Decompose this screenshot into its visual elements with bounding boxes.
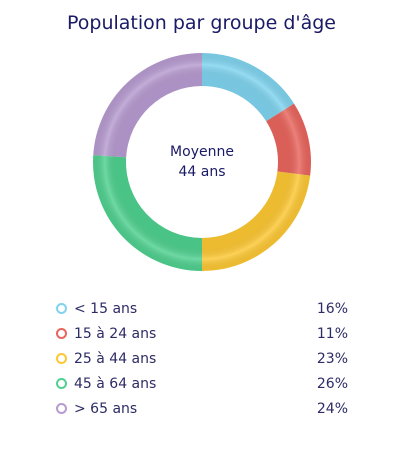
center-value: 44 ans [178,164,226,180]
legend-row-gt65[interactable]: > 65 ans 24% [56,396,348,421]
center-label: Moyenne [170,144,234,160]
legend-label-lt15: < 15 ans [74,300,138,317]
legend-label-gt65: > 65 ans [74,400,138,417]
legend-value-15-24: 11% [316,325,348,342]
legend-value-45-64: 26% [316,375,348,392]
ring-shading [93,53,311,271]
legend-value-25-44: 23% [316,350,348,367]
legend-value-gt65: 24% [316,400,348,417]
donut-chart [93,53,312,271]
legend-label-15-24: 15 à 24 ans [74,325,157,342]
legend-dot-25-44 [56,353,67,364]
donut-center: Moyenne 44 ans [131,142,273,182]
legend-dot-lt15 [56,303,67,314]
legend-row-45-64[interactable]: 45 à 64 ans 26% [56,371,348,396]
legend: < 15 ans 16% 15 à 24 ans 11% 25 à 44 ans… [56,296,348,421]
legend-value-lt15: 16% [316,300,348,317]
legend-row-15-24[interactable]: 15 à 24 ans 11% [56,321,348,346]
legend-label-25-44: 25 à 44 ans [74,350,157,367]
legend-label-45-64: 45 à 64 ans [74,375,157,392]
chart-title: Population par groupe d'âge [66,12,336,34]
legend-dot-gt65 [56,403,67,414]
legend-row-lt15[interactable]: < 15 ans 16% [56,296,348,321]
legend-dot-15-24 [56,328,67,339]
legend-row-25-44[interactable]: 25 à 44 ans 23% [56,346,348,371]
legend-dot-45-64 [56,378,67,389]
